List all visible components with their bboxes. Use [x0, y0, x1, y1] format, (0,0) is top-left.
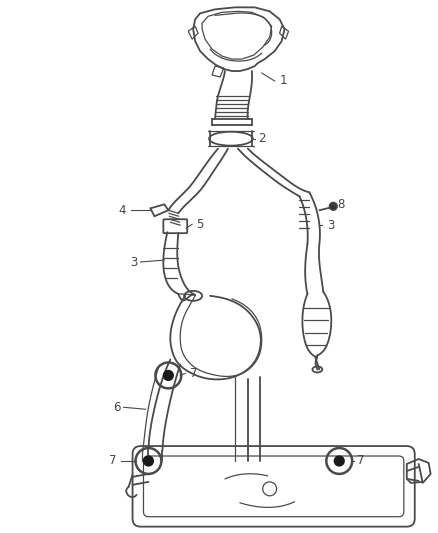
- Text: 4: 4: [119, 204, 126, 217]
- Circle shape: [334, 456, 344, 466]
- Circle shape: [329, 203, 337, 211]
- Text: 5: 5: [196, 217, 204, 231]
- Circle shape: [144, 456, 153, 466]
- Text: 6: 6: [113, 401, 120, 414]
- Text: 7: 7: [190, 367, 198, 380]
- Text: 3: 3: [327, 219, 335, 232]
- Text: 8: 8: [337, 198, 345, 211]
- Text: 2: 2: [258, 132, 265, 145]
- Text: 7: 7: [357, 455, 364, 467]
- Circle shape: [163, 370, 173, 381]
- Text: 1: 1: [279, 75, 287, 87]
- Text: 7: 7: [109, 455, 116, 467]
- Text: 3: 3: [131, 255, 138, 269]
